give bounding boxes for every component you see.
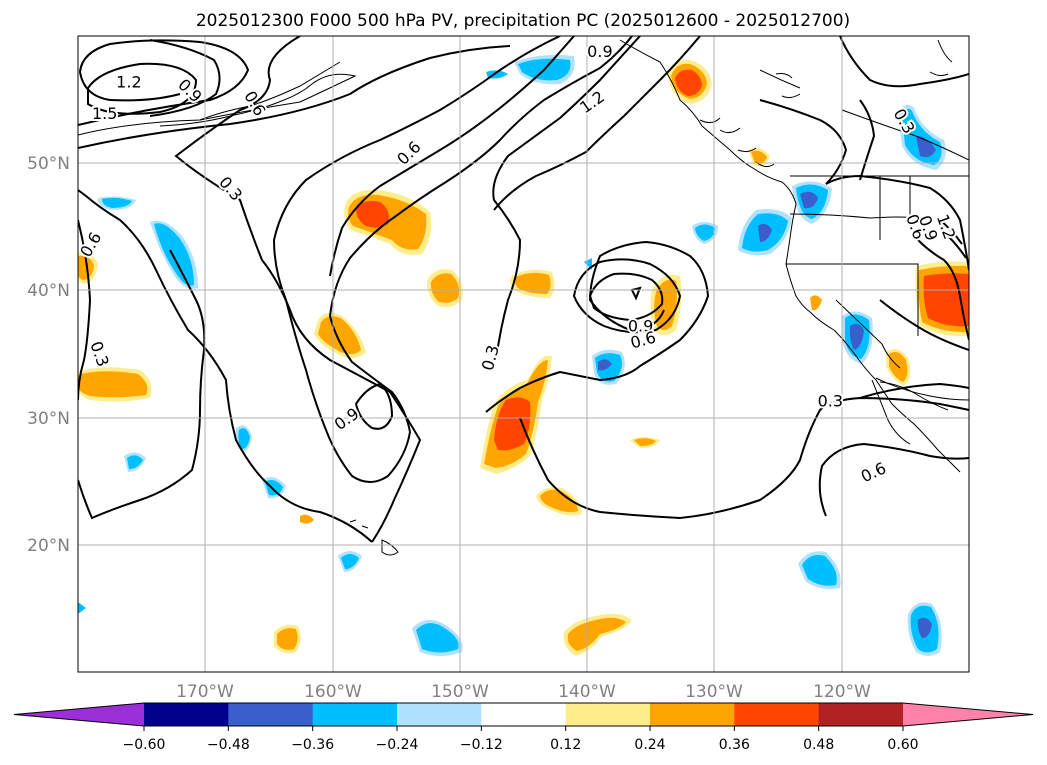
pv-contour	[493, 36, 701, 211]
colorbar: −0.60 −0.48 −0.36 −0.24 −0.12 0.12 0.24 0.36 0.4…	[13, 702, 1034, 753]
pv-contour	[630, 286, 642, 301]
lon-label-150w: 150°W	[431, 682, 489, 702]
pv-contour	[485, 240, 710, 413]
latitude-labels: 20°N 30°N 40°N 50°N	[27, 154, 70, 556]
colorbar-segment	[565, 703, 651, 726]
pv-contour	[78, 219, 92, 401]
pv-contour	[174, 36, 422, 543]
colorbar-extend-high	[903, 703, 1033, 726]
pv-contour	[825, 174, 969, 271]
pv-contour	[588, 272, 664, 322]
pv-contour	[272, 36, 633, 483]
pv-contour	[354, 382, 394, 430]
colorbar-extend-low	[14, 703, 144, 726]
precip-blob-pos	[274, 624, 301, 654]
precip-blob-neg	[738, 181, 832, 256]
colorbar-tick-label: −0.24	[376, 737, 419, 753]
precip-blob-neg	[842, 311, 873, 364]
contour-label: 1.2	[116, 72, 141, 91]
precip-blob-pos	[510, 269, 555, 298]
colorbar-tick-label: 0.36	[719, 737, 750, 753]
colorbar-segment	[818, 703, 904, 726]
precip-blob-pos	[748, 148, 770, 167]
pv-contour	[519, 396, 969, 520]
pv-contour	[572, 258, 682, 334]
lon-label-130w: 130°W	[685, 682, 743, 702]
colorbar-tick-label: 0.12	[550, 737, 581, 753]
pv-contour	[839, 36, 969, 88]
pv-contour	[78, 249, 206, 520]
precip-blob-neg	[98, 196, 136, 210]
colorbar-tick-label: 0.24	[634, 737, 665, 753]
pv-contour	[879, 299, 969, 351]
colorbar-tick-label: −0.60	[123, 737, 166, 753]
colorbar-segment	[312, 703, 398, 726]
pv-contour	[859, 382, 969, 399]
lon-label-170w: 170°W	[176, 682, 234, 702]
colorbar-tick-label: 0.48	[803, 737, 834, 753]
precip-blob-pos	[314, 312, 366, 359]
colorbar-segment	[397, 703, 482, 726]
precip-blob-pos	[426, 269, 463, 308]
contour-label: 1.5	[92, 104, 117, 123]
pv-contour	[759, 99, 848, 185]
pv-contour	[917, 239, 969, 341]
colorbar-segment	[481, 703, 567, 726]
pv-contour	[492, 36, 641, 361]
contour-label: 0.9	[628, 317, 653, 336]
graticule	[78, 36, 969, 672]
lon-label-120w: 120°W	[813, 682, 871, 702]
lon-label-140w: 140°W	[558, 682, 616, 702]
lat-label-50n: 50°N	[27, 154, 70, 174]
lat-label-20n: 20°N	[27, 536, 70, 556]
colorbar-segment	[734, 703, 820, 726]
colorbar-tick-label: −0.12	[460, 737, 503, 753]
pv-contour	[859, 99, 876, 181]
pv-contour	[939, 219, 967, 259]
colorbar-tick-label: 0.60	[887, 737, 918, 753]
pv-contour	[78, 45, 511, 149]
colorbar-segment	[228, 703, 314, 726]
precip-blob-neg	[692, 222, 718, 244]
lat-label-40n: 40°N	[27, 281, 70, 301]
colorbar-tick-label: −0.36	[291, 737, 334, 753]
lon-label-160w: 160°W	[304, 682, 362, 702]
longitude-labels: 170°W 160°W 150°W 140°W 130°W 120°W	[176, 682, 871, 702]
precip-blob-pos	[480, 355, 552, 474]
precip-blob-pos	[630, 437, 660, 448]
colorbar-tick-label: −0.48	[207, 737, 250, 753]
precip-blob-neg	[798, 551, 841, 590]
contour-label: 0.3	[818, 392, 843, 411]
map-title: 2025012300 F000 500 hPa PV, precipitatio…	[196, 11, 850, 31]
colorbar-segment	[144, 703, 229, 726]
precip-blob-pos	[563, 613, 632, 656]
pv-contours	[78, 36, 969, 543]
coastlines	[78, 39, 969, 556]
colorbar-segment	[650, 703, 735, 726]
precip-blob-neg	[907, 602, 942, 656]
pv-contour	[78, 189, 373, 543]
lat-label-30n: 30°N	[27, 409, 70, 429]
contour-label: 0.9	[587, 42, 612, 61]
precip-blob-neg	[412, 619, 463, 656]
precip-blob-neg	[898, 104, 946, 170]
pv-contour	[87, 62, 198, 115]
pv-contour	[818, 442, 969, 517]
precip-blob-neg	[592, 349, 625, 385]
map-frame	[77, 35, 970, 673]
precip-blob-pos	[78, 367, 152, 402]
precip-blob-pos	[668, 59, 712, 104]
pv-contour	[109, 39, 221, 117]
precip-blob-neg	[150, 220, 198, 289]
pv-contour	[78, 39, 250, 126]
precip-blob-pos	[536, 487, 582, 516]
map-panel: 1.21.50.9 0.60.30.60.30.60.91.20.30.90.90…	[78, 36, 969, 672]
pv-contour	[329, 36, 575, 277]
precip-blob-pos	[300, 295, 822, 524]
